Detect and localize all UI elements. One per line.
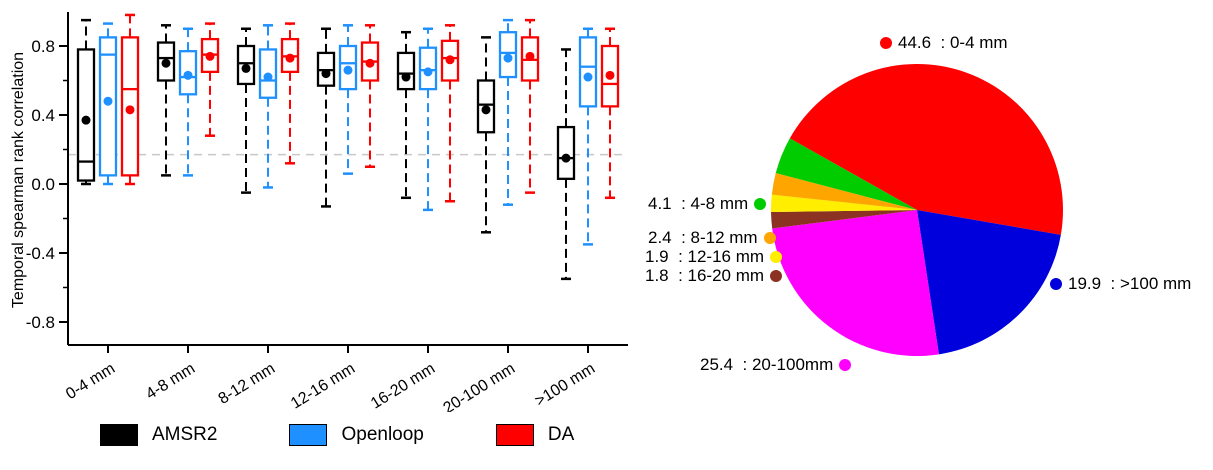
- pie-panel: 44.6 : 0-4 mm 19.9 : >100 mm 25.4 : 20-100…: [630, 0, 1213, 470]
- boxplot-box: [120, 13, 140, 186]
- legend-label-amsr2: AMSR2: [152, 424, 218, 445]
- pie-label-text: 19.9 : >100 mm: [1068, 274, 1192, 293]
- boxplot-box: [338, 24, 358, 175]
- legend-item-da: DA: [495, 424, 575, 446]
- pie-label: 25.4 : 20-100mm: [700, 355, 852, 375]
- openloop-swatch-icon: [289, 424, 328, 446]
- x-tick-label: >100 mm: [532, 360, 598, 410]
- boxplot-box: [236, 27, 256, 194]
- pie-slice: [772, 210, 939, 357]
- x-tick-label: 12-16 mm: [288, 360, 358, 412]
- amsr2-swatch-icon: [100, 424, 138, 446]
- boxplot-box: [418, 27, 438, 212]
- pie-label-text: 2.4 : 8-12 mm: [648, 228, 758, 247]
- boxplot-legend: AMSR2 Openloop DA: [100, 424, 574, 446]
- boxplot-box: [316, 27, 336, 208]
- pie-label: 1.8 : 16-20 mm: [645, 266, 783, 286]
- pie-chart: [770, 63, 1064, 357]
- pie-slice: [775, 138, 917, 210]
- pie-label-dot-icon: [880, 37, 892, 49]
- y-axis-label: Temporal spearman rank correlation: [10, 51, 27, 309]
- x-tick-label: 0-4 mm: [63, 360, 118, 403]
- boxplot-box: [76, 18, 96, 186]
- pie-label-dot-icon: [770, 270, 783, 282]
- x-tick-label: 20-100 mm: [440, 360, 518, 412]
- pie-label-dot-icon: [763, 232, 776, 244]
- boxplot-box: [156, 24, 176, 177]
- boxplot-box: [200, 22, 220, 137]
- y-tick-label: 0.8: [31, 37, 55, 56]
- y-tick-label: 0.4: [31, 106, 55, 125]
- legend-item-openloop: Openloop: [289, 424, 424, 446]
- x-tick-label: 4-8 mm: [143, 360, 198, 403]
- pie-label-dot-icon: [770, 251, 783, 263]
- pie-label: 1.9 : 12-16 mm: [645, 247, 783, 267]
- boxplot-box: [556, 48, 576, 281]
- boxplot-panel: 0.8 0.4 0.0 -0.4 -0.8 0-4 mm 4-8 mm 8-12 mm 12-1…: [10, 12, 628, 446]
- boxplot-box: [396, 30, 416, 200]
- pie-label: 2.4 : 8-12 mm: [648, 228, 776, 248]
- boxplot-box: [258, 24, 278, 189]
- pie-label-dot-icon: [754, 198, 767, 210]
- boxplot-box: [600, 27, 620, 200]
- y-tick-label: -0.8: [26, 313, 55, 332]
- legend-label-openloop: Openloop: [341, 424, 424, 445]
- pie-label-text: 44.6 : 0-4 mm: [898, 33, 1008, 52]
- pie-label: 44.6 : 0-4 mm: [880, 33, 1008, 53]
- boxplot-box: [520, 18, 540, 194]
- boxplot-box: [440, 24, 460, 203]
- da-swatch-icon: [495, 424, 534, 446]
- pie-label-text: 25.4 : 20-100mm: [700, 355, 834, 374]
- pie-slice: [771, 210, 917, 229]
- pie-label: 19.9 : >100 mm: [1050, 274, 1191, 294]
- boxplot-box: [98, 22, 118, 186]
- pie-label-text: 1.8 : 16-20 mm: [645, 266, 765, 285]
- boxplot-box: [280, 22, 300, 165]
- pie-label-text: 4.1 : 4-8 mm: [648, 194, 749, 213]
- x-tick-label: 16-20 mm: [368, 360, 438, 412]
- pie-label-dot-icon: [839, 359, 852, 371]
- pie-slice: [789, 63, 1064, 235]
- pie-label-dot-icon: [1050, 278, 1062, 290]
- pie-label: 4.1 : 4-8 mm: [648, 194, 767, 214]
- y-tick-label: 0.0: [31, 175, 55, 194]
- boxplot-box: [476, 36, 496, 234]
- boxplot-chart: 0.8 0.4 0.0 -0.4 -0.8 0-4 mm 4-8 mm 8-12 mm 12-1…: [26, 12, 628, 417]
- pie-label-text: 1.9 : 12-16 mm: [645, 247, 765, 266]
- pie-slice: [770, 194, 917, 213]
- pie-slice: [917, 210, 1061, 355]
- pie-slice: [771, 173, 917, 210]
- boxplot-box: [360, 24, 380, 168]
- legend-label-da: DA: [547, 424, 575, 445]
- y-tick-label: -0.4: [26, 244, 55, 263]
- boxplot-box: [578, 27, 598, 246]
- boxplot-box: [178, 27, 198, 177]
- x-tick-label: 8-12 mm: [216, 360, 279, 408]
- legend-item-amsr2: AMSR2: [100, 424, 217, 446]
- boxplot-box: [498, 18, 518, 206]
